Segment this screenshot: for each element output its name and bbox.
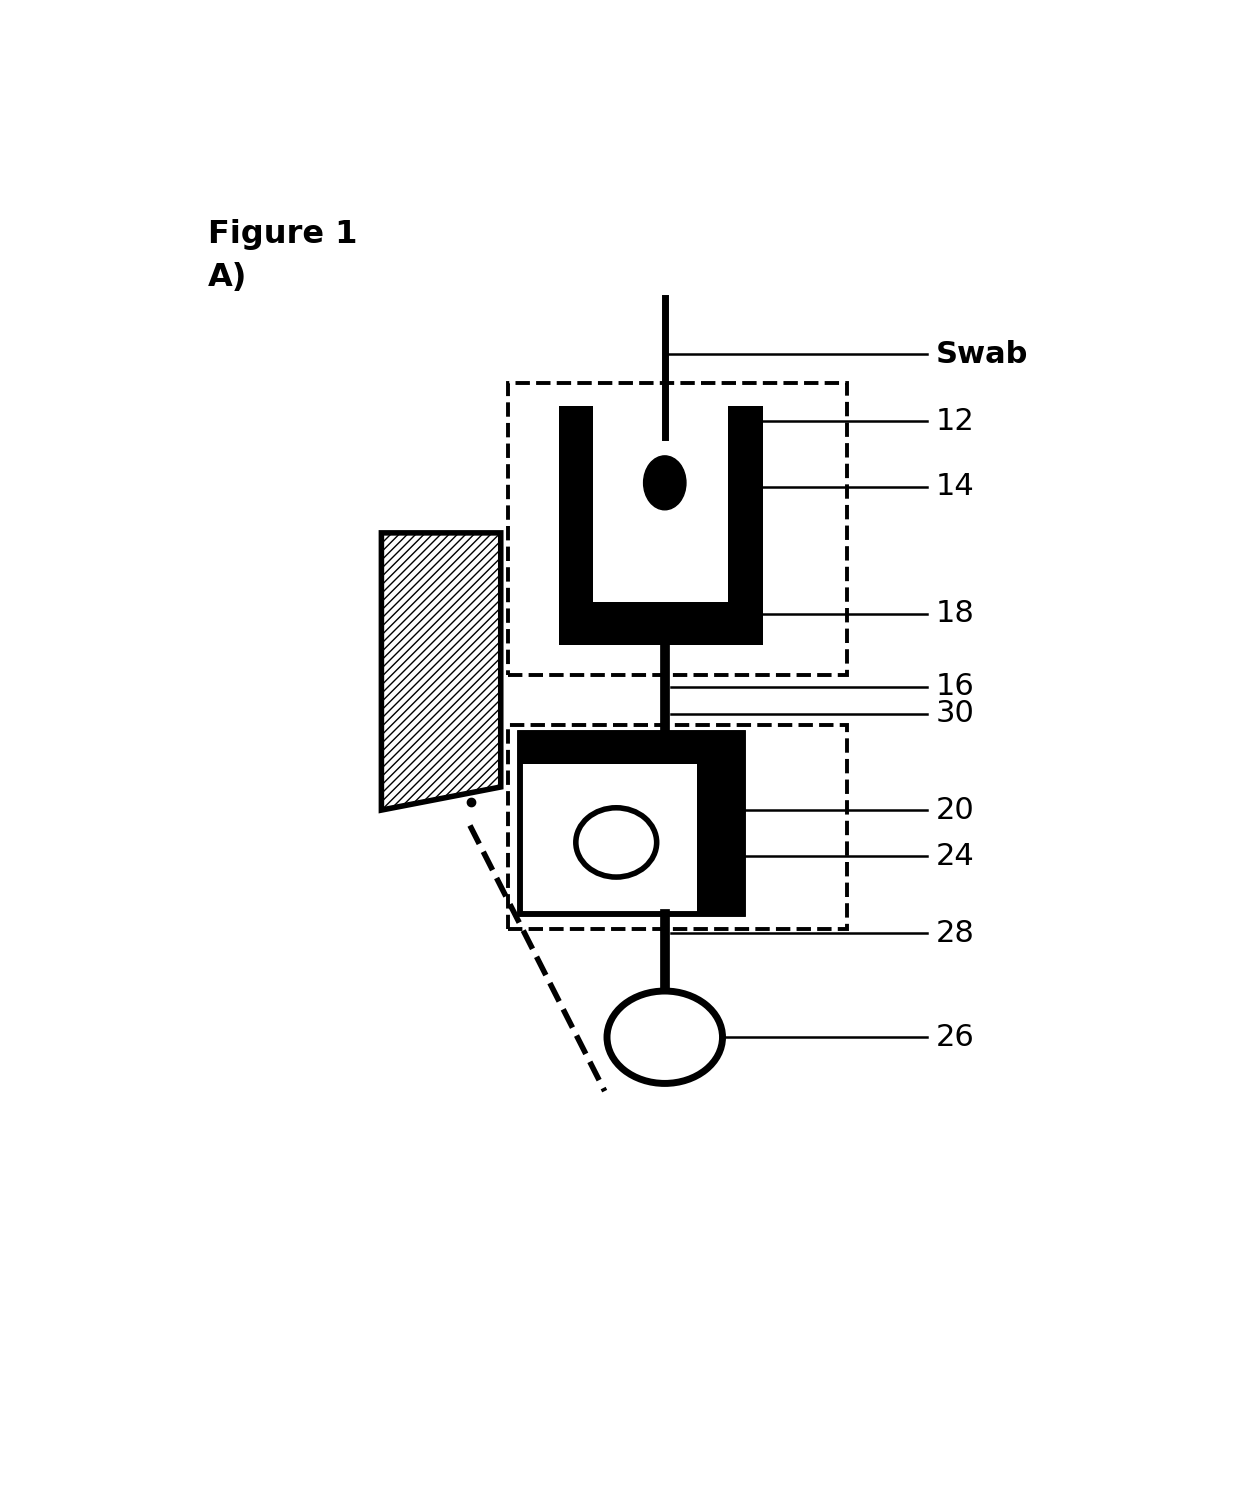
Text: 28: 28 — [936, 919, 975, 948]
Bar — [508, 383, 847, 676]
Text: 24: 24 — [936, 841, 975, 871]
Text: A): A) — [208, 262, 248, 293]
Bar — [593, 406, 728, 602]
Text: 16: 16 — [936, 673, 975, 701]
Bar — [508, 725, 847, 929]
Text: Swab: Swab — [936, 339, 1028, 369]
Ellipse shape — [575, 807, 657, 877]
Polygon shape — [382, 533, 501, 810]
Ellipse shape — [644, 456, 686, 509]
Text: 18: 18 — [936, 599, 975, 628]
Text: Figure 1: Figure 1 — [208, 219, 357, 250]
Bar — [697, 733, 743, 914]
Text: 20: 20 — [936, 795, 975, 825]
Text: 30: 30 — [936, 700, 975, 728]
Bar — [520, 733, 743, 914]
Text: 12: 12 — [936, 406, 975, 436]
Ellipse shape — [608, 992, 723, 1084]
Bar — [593, 610, 728, 645]
Bar — [520, 733, 697, 764]
Bar — [558, 406, 763, 645]
Bar — [520, 733, 743, 914]
Text: 14: 14 — [936, 472, 975, 502]
Text: 26: 26 — [936, 1023, 975, 1051]
